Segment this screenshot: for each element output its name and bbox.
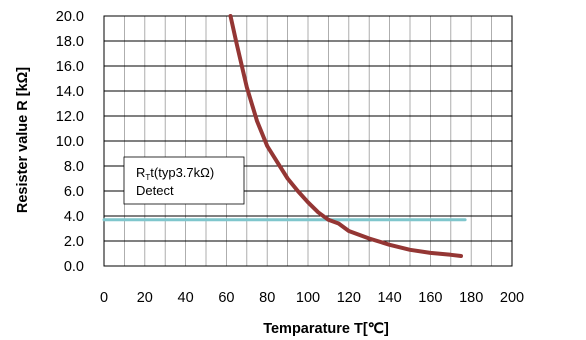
y-tick-label: 8.0: [64, 159, 84, 175]
y-tick-label: 18.0: [56, 34, 84, 50]
x-tick-label: 80: [259, 290, 275, 306]
x-tick-label: 120: [337, 290, 361, 306]
x-tick-label: 140: [377, 290, 401, 306]
y-tick-label: 16.0: [56, 59, 84, 75]
x-tick-label: 180: [459, 290, 483, 306]
x-axis-title: Temparature T[℃]: [263, 321, 389, 337]
y-tick-label: 6.0: [64, 184, 84, 200]
x-tick-label: 0: [100, 290, 108, 306]
series-lines: [102, 14, 467, 258]
grid-lines: [103, 15, 513, 267]
plot-frame: [103, 15, 513, 267]
tick-labels: 0.0 2.0 4.0 6.0 8.0 10.0 12.0 14.0 16.0 18.0 20.0 0…: [56, 9, 524, 306]
y-tick-label: 2.0: [64, 234, 84, 250]
x-tick-label: 100: [296, 290, 320, 306]
resistance-curve: [228, 14, 463, 258]
y-tick-label: 10.0: [56, 134, 84, 150]
x-tick-label: 40: [178, 290, 194, 306]
y-tick-label: 4.0: [64, 209, 84, 225]
x-tick-label: 60: [218, 290, 234, 306]
y-axis-title: Resister value R [kΩ]: [15, 67, 31, 213]
x-tick-label: 200: [500, 290, 524, 306]
x-tick-label: 160: [418, 290, 442, 306]
annotation-line-1: RTt(typ3.7kΩ): [136, 165, 214, 182]
annotation-line-2: Detect: [136, 183, 174, 198]
y-tick-label: 12.0: [56, 109, 84, 125]
y-tick-label: 20.0: [56, 9, 84, 25]
x-tick-label: 20: [137, 290, 153, 306]
annotation-box: RTt(typ3.7kΩ) Detect: [123, 156, 245, 205]
y-tick-label: 14.0: [56, 84, 84, 100]
y-tick-label: 0.0: [64, 259, 84, 275]
